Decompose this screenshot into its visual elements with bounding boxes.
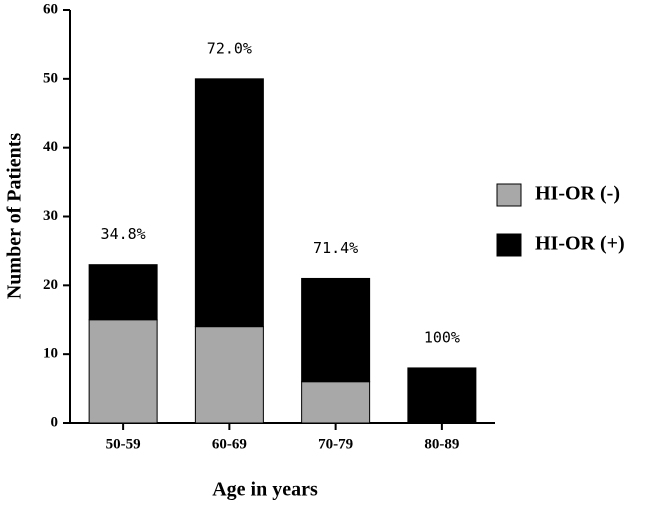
bar-segment xyxy=(194,78,264,328)
bar-segment xyxy=(88,264,158,321)
legend-label: HI-OR (-) xyxy=(535,183,620,205)
legend-label: HI-OR (+) xyxy=(535,233,625,255)
bar-segment xyxy=(407,367,477,424)
y-tick-label: 20 xyxy=(43,277,58,293)
bar-annotation: 100% xyxy=(424,328,460,346)
y-tick-label: 10 xyxy=(43,346,58,362)
bar-segment xyxy=(194,326,264,424)
bar-segment xyxy=(88,319,158,424)
x-tick-label: 80-89 xyxy=(424,436,459,452)
y-tick-label: 0 xyxy=(51,414,59,430)
y-tick-label: 30 xyxy=(43,208,58,224)
y-axis-label: Number of Patients xyxy=(4,133,26,299)
y-tick-label: 50 xyxy=(43,70,58,86)
legend-swatch xyxy=(496,233,522,257)
bar-segment xyxy=(301,381,371,424)
legend-swatch xyxy=(496,183,522,207)
y-tick-label: 60 xyxy=(43,1,58,17)
x-tick-label: 60-69 xyxy=(212,436,247,452)
bar-annotation: 34.8% xyxy=(101,225,146,243)
y-tick-label: 40 xyxy=(43,139,58,155)
bar-annotation: 71.4% xyxy=(313,239,358,257)
x-tick-label: 50-59 xyxy=(106,436,141,452)
x-tick-label: 70-79 xyxy=(318,436,353,452)
x-axis-label: Age in years xyxy=(212,479,318,501)
bar-segment xyxy=(301,277,371,383)
bar-annotation: 72.0% xyxy=(207,39,252,57)
